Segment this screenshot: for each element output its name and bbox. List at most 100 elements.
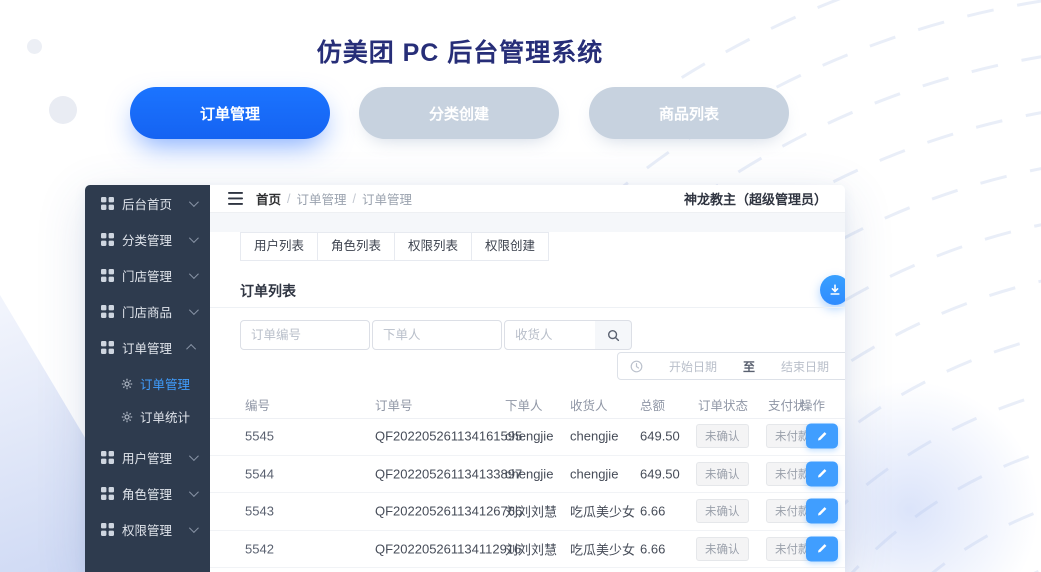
export-icon [830, 284, 840, 295]
grid-icon [101, 522, 114, 536]
chevron-down-icon [188, 268, 199, 279]
breadcrumb-item[interactable]: 订单管理 [296, 193, 347, 207]
deco-circle-medium [49, 96, 77, 124]
col-id: 编号 [245, 399, 271, 413]
col-receiver: 收货人 [570, 399, 608, 413]
sidebar-item-category[interactable]: 分类管理 [85, 221, 210, 257]
edit-button[interactable] [806, 536, 838, 562]
chevron-down-icon [188, 522, 199, 533]
admin-window: 后台首页 分类管理 门店管理 门店商品 订单管理 [85, 185, 845, 572]
order-status-badge: 未确认 [696, 424, 749, 449]
cell-buyer: 刘刘刘慧 [505, 542, 558, 558]
sidebar-item-role[interactable]: 角色管理 [85, 475, 210, 511]
cell-total: 649.50 [640, 428, 680, 444]
order-no-input[interactable] [240, 320, 370, 350]
nav-pill-product-list[interactable]: 商品列表 [589, 87, 789, 139]
col-buyer: 下单人 [505, 399, 543, 413]
page-title: 仿美团 PC 后台管理系统 [316, 39, 604, 67]
date-range-picker[interactable]: 开始日期 至 结束日期 [617, 352, 845, 380]
grid-icon [101, 304, 114, 318]
cell-order-no: QF202205261134133897 [375, 466, 523, 482]
sidebar-item-order[interactable]: 订单管理 [85, 329, 210, 365]
gear-icon [121, 378, 133, 389]
tab-bar: 用户列表 角色列表 权限列表 权限创建 [240, 232, 550, 261]
table-row: 5543 QF202205261134126766 刘刘刘慧 吃瓜美少女 6.6… [210, 493, 845, 531]
cell-id: 5543 [245, 503, 274, 519]
sidebar-item-dashboard[interactable]: 后台首页 [85, 185, 210, 221]
breadcrumb-separator: / [287, 191, 291, 206]
cell-receiver: chengjie [570, 466, 619, 482]
col-pay-status: 支付状态 [768, 399, 806, 413]
col-order-status: 订单状态 [698, 399, 749, 413]
sidebar-submenu-order: 订单管理 订单统计 [85, 365, 210, 439]
sidebar-item-label: 用户管理 [122, 451, 173, 466]
tab-permission-create[interactable]: 权限创建 [471, 232, 550, 261]
chevron-up-icon [186, 343, 197, 354]
sidebar-item-store-product[interactable]: 门店商品 [85, 293, 210, 329]
sidebar-item-permission[interactable]: 权限管理 [85, 511, 210, 547]
tab-user-list[interactable]: 用户列表 [240, 232, 319, 261]
current-user[interactable]: 神龙教主（超级管理员） [683, 192, 827, 207]
grid-icon [101, 450, 114, 464]
magnifier-icon [607, 329, 619, 341]
table-header: 编号 订单号 下单人 收货人 总额 订单状态 支付状态 操作 [210, 388, 845, 419]
panel-title: 订单列表 [240, 283, 296, 299]
col-order-no: 订单号 [375, 399, 413, 413]
cell-id: 5542 [245, 541, 274, 557]
table-row: 5544 QF202205261134133897 chengjie cheng… [210, 456, 845, 493]
table-row: 5545 QF202205261134161595 chengjie cheng… [210, 418, 845, 456]
sidebar-subitem-label: 订单管理 [140, 378, 191, 392]
grid-icon [101, 486, 114, 500]
breadcrumb-item[interactable]: 订单管理 [362, 193, 413, 207]
pencil-icon [818, 469, 827, 478]
cell-order-no: QF202205261134126766 [375, 503, 523, 519]
grid-icon [101, 268, 114, 282]
breadcrumb-home[interactable]: 首页 [256, 193, 282, 207]
sidebar-subitem-order-management[interactable]: 订单管理 [85, 367, 210, 400]
cell-total: 6.66 [640, 503, 666, 519]
sidebar-item-user[interactable]: 用户管理 [85, 439, 210, 475]
table-row: 5542 QF202205261134112916 刘刘刘慧 吃瓜美少女 6.6… [210, 531, 845, 568]
col-actions: 操作 [800, 399, 826, 413]
date-start-placeholder[interactable]: 开始日期 [668, 359, 717, 374]
clock-icon [630, 360, 643, 372]
order-status-badge: 未确认 [696, 461, 749, 486]
cell-id: 5545 [245, 428, 274, 444]
grid-icon [101, 232, 114, 246]
sidebar-item-label: 后台首页 [122, 197, 173, 212]
order-status-badge: 未确认 [696, 536, 749, 561]
edit-button[interactable] [806, 461, 838, 487]
date-to-label: 至 [743, 359, 756, 374]
cell-receiver: 吃瓜美少女 [570, 542, 636, 558]
main-content: 首页 / 订单管理 / 订单管理 神龙教主（超级管理员） 用户列表 角色列表 权… [210, 185, 845, 572]
nav-pill-category-create[interactable]: 分类创建 [359, 87, 559, 139]
pencil-icon [818, 506, 827, 516]
receiver-input[interactable] [504, 320, 596, 350]
edit-button[interactable] [806, 423, 838, 449]
content-gap [210, 213, 845, 232]
cell-buyer: chengjie [505, 428, 554, 444]
cell-total: 6.66 [640, 541, 666, 557]
sidebar: 后台首页 分类管理 门店管理 门店商品 订单管理 [85, 185, 210, 572]
date-end-placeholder[interactable]: 结束日期 [781, 359, 830, 374]
buyer-input[interactable] [372, 320, 502, 350]
tab-permission-list[interactable]: 权限列表 [394, 232, 473, 261]
sidebar-subitem-order-statistics[interactable]: 订单统计 [85, 400, 210, 433]
cell-receiver: 吃瓜美少女 [570, 504, 636, 520]
chevron-down-icon [188, 486, 199, 497]
sidebar-item-label: 门店商品 [122, 305, 173, 320]
cell-id: 5544 [245, 466, 274, 482]
export-button[interactable] [820, 275, 845, 305]
chevron-down-icon [188, 232, 199, 243]
tab-role-list[interactable]: 角色列表 [317, 232, 396, 261]
grid-icon [101, 340, 114, 354]
sidebar-item-store[interactable]: 门店管理 [85, 257, 210, 293]
edit-button[interactable] [806, 498, 838, 524]
pencil-icon [818, 544, 827, 553]
search-button[interactable] [595, 320, 632, 350]
hamburger-fold-icon[interactable] [228, 192, 243, 205]
breadcrumb-separator: / [352, 191, 356, 206]
nav-pill-order-management[interactable]: 订单管理 [130, 87, 330, 139]
sidebar-item-label: 分类管理 [122, 233, 173, 248]
